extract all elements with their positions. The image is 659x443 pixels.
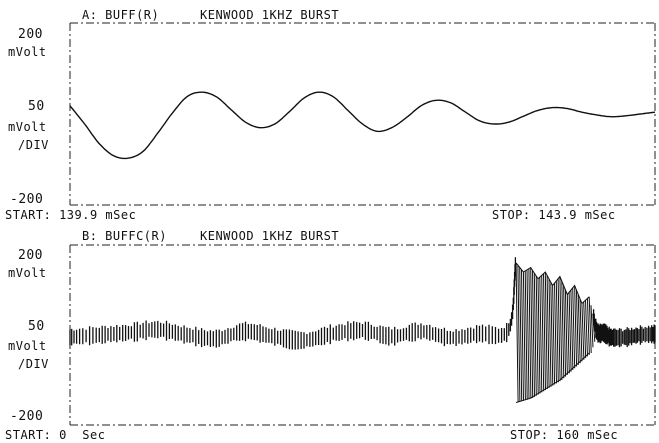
panel-b-subtitle: KENWOOD 1KHZ BURST xyxy=(200,229,340,243)
panel-b-ymax-unit: mVolt xyxy=(8,266,47,280)
panel-b-burst xyxy=(515,262,598,403)
panel-a-ymid-unit: mVolt xyxy=(8,120,47,134)
panel-b-ymid-unit: mVolt xyxy=(8,339,47,353)
panel-a-start: START: 139.9 mSec xyxy=(5,208,137,222)
panel-a-stop: STOP: 143.9 mSec xyxy=(492,208,616,222)
panel-a-title: A: BUFF(R) xyxy=(82,8,160,22)
panel-b-baseline xyxy=(69,257,656,350)
panel-b-frame xyxy=(69,244,656,426)
panel-a-frame xyxy=(69,22,656,206)
panel-b-ymid-div: /DIV xyxy=(18,357,49,371)
panel-a-ymid: 50 xyxy=(28,99,45,114)
panel-b-trace xyxy=(69,257,656,403)
panel-b-stop: STOP: 160 mSec xyxy=(510,428,619,442)
panel-a-ymid-div: /DIV xyxy=(18,138,49,152)
panel-b-ymid: 50 xyxy=(28,319,45,334)
panel-a-subtitle: KENWOOD 1KHZ BURST xyxy=(200,8,340,22)
panel-a-ymax-unit: mVolt xyxy=(8,45,47,59)
panel-b-ymax: 200 xyxy=(18,248,43,263)
panel-b-burst-envelope xyxy=(515,262,590,403)
panel-a-ymin: -200 xyxy=(10,192,44,207)
panel-b-title: B: BUFFC(R) xyxy=(82,229,167,243)
panel-a-ymax: 200 xyxy=(18,27,43,42)
panel-b-ymin: -200 xyxy=(10,409,44,424)
panel-a-trace xyxy=(69,91,656,160)
panel-b-start: START: 0 Sec xyxy=(5,428,106,442)
